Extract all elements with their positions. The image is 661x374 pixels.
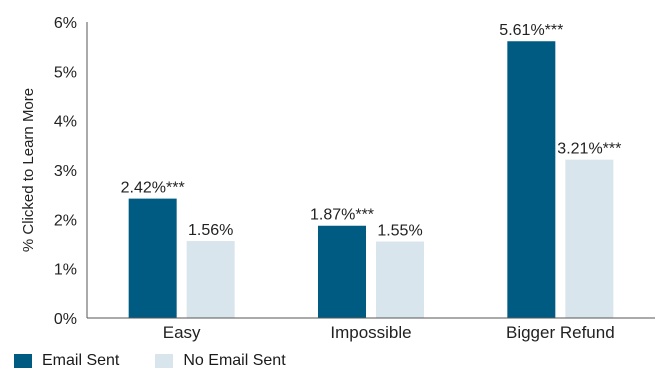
data-label: 2.42%*** xyxy=(121,180,185,197)
bar xyxy=(128,198,177,318)
data-label: 1.56% xyxy=(188,222,233,239)
y-tick-label: 4% xyxy=(54,114,77,131)
bar xyxy=(318,225,366,318)
legend-label-email-sent: Email Sent xyxy=(42,352,120,369)
legend: Email Sent No Email Sent xyxy=(14,352,322,370)
legend-item-no-email-sent: No Email Sent xyxy=(155,352,286,370)
x-tick-label: Easy xyxy=(163,323,201,342)
data-label: 1.55% xyxy=(377,223,422,240)
y-tick-label: 6% xyxy=(54,15,77,32)
y-tick-label: 3% xyxy=(54,163,77,180)
legend-label-no-email-sent: No Email Sent xyxy=(183,352,286,369)
y-axis-title: % Clicked to Learn More xyxy=(20,88,37,252)
bar xyxy=(376,241,424,318)
data-label: 5.61%*** xyxy=(499,22,563,39)
bar xyxy=(565,159,614,318)
data-label: 3.21%*** xyxy=(557,141,621,158)
legend-swatch-no-email-sent xyxy=(155,354,174,368)
x-tick-label: Bigger Refund xyxy=(506,323,615,342)
y-tick-label: 0% xyxy=(54,311,77,328)
x-tick-label: Impossible xyxy=(330,323,411,342)
legend-swatch-email-sent xyxy=(14,354,32,368)
data-label: 1.87%*** xyxy=(310,207,374,224)
legend-item-email-sent: Email Sent xyxy=(14,352,119,370)
bar xyxy=(507,41,556,319)
y-tick-label: 1% xyxy=(54,262,77,279)
y-tick-label: 5% xyxy=(54,64,77,81)
y-tick-label: 2% xyxy=(54,212,77,229)
bar xyxy=(186,241,235,318)
